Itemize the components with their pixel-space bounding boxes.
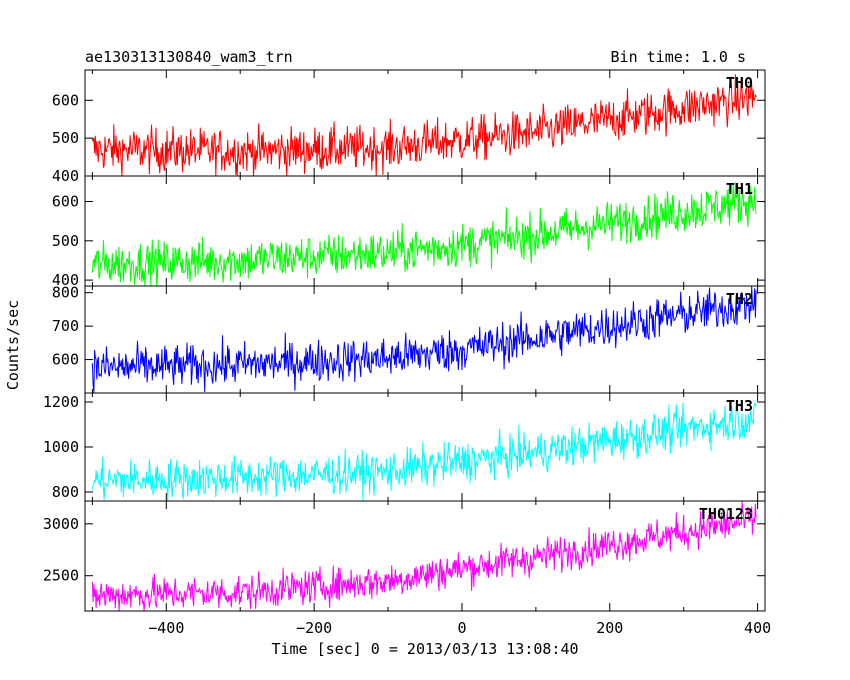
panels-group: 400 500 600 TH0 400 500 600 TH1 600 700 800 TH2 800 1… [43, 69, 771, 637]
y-tick-label: 1000 [43, 438, 79, 456]
series-line-th2 [91, 285, 757, 394]
panel-label-th0123: TH0123 [699, 505, 753, 523]
y-tick-label: 400 [52, 271, 79, 289]
y-tick-label: 700 [52, 317, 79, 335]
bin-time-label: Bin time: 1.0 s [611, 48, 746, 66]
series-line-th0123 [91, 500, 757, 612]
y-tick-label: 600 [52, 193, 79, 211]
chart-title: ae130313130840_wam3_trn [85, 48, 293, 66]
panel-frame-th0123 [84, 500, 766, 612]
panel-label-th3: TH3 [726, 397, 753, 415]
x-tick-label: 0 [457, 619, 466, 637]
panel-label-th0: TH0 [726, 74, 753, 92]
x-tick-label: −400 [148, 619, 184, 637]
y-axis-label: Counts/sec [4, 300, 22, 390]
panel-frame-th0 [84, 69, 766, 177]
y-tick-label: 1200 [43, 393, 79, 411]
panel-label-th2: TH2 [726, 290, 753, 308]
x-axis-label: Time [sec] 0 = 2013/03/13 13:08:40 [271, 640, 578, 658]
y-tick-label: 400 [52, 167, 79, 185]
series-line-th3 [91, 402, 757, 502]
x-tick-label: 200 [596, 619, 623, 637]
y-tick-label: 800 [52, 483, 79, 501]
series-line-th1 [91, 182, 757, 287]
y-tick-label: 600 [52, 351, 79, 369]
x-tick-label: 400 [744, 619, 771, 637]
y-tick-label: 800 [52, 284, 79, 302]
y-tick-label: 500 [52, 129, 79, 147]
y-tick-label: 500 [52, 232, 79, 250]
y-tick-label: 2500 [43, 567, 79, 585]
panel-frame-th2 [84, 285, 766, 394]
y-tick-label: 600 [52, 91, 79, 109]
x-tick-label: −200 [296, 619, 332, 637]
panel-label-th1: TH1 [726, 180, 753, 198]
series-line-th0 [91, 74, 757, 177]
y-tick-label: 3000 [43, 515, 79, 533]
